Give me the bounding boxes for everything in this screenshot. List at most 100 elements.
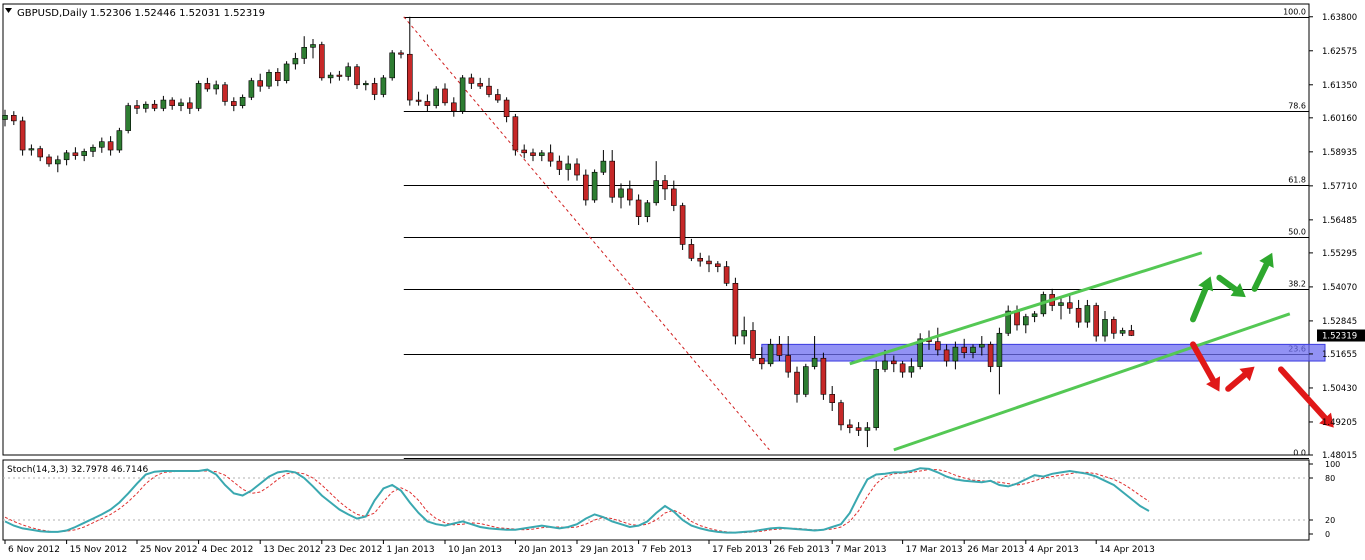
candle <box>635 194 642 225</box>
price-axis[interactable]: 1.63800 1.62575 1.61350 1.60160 1.58935 1.577… <box>1309 13 1365 461</box>
candle-body <box>917 338 924 367</box>
candle <box>1031 311 1038 323</box>
candle-body <box>530 152 536 156</box>
candle-body <box>961 346 968 353</box>
candle-body <box>785 355 792 373</box>
candle <box>266 69 272 89</box>
time-tick-label-4: 13 Dec 2012 <box>263 545 321 555</box>
chart-header[interactable]: GBPUSD,Daily 1.52306 1.52446 1.52031 1.5… <box>5 8 265 19</box>
candle <box>450 97 457 117</box>
candle-body <box>855 427 862 431</box>
candle-body <box>389 52 396 79</box>
price-tick-label-7: 1.55295 <box>1322 249 1357 259</box>
candle-body <box>873 369 880 428</box>
time-axis[interactable]: 6 Nov 2012 15 Nov 2012 25 Nov 2012 4 Dec 20… <box>4 540 1155 555</box>
candle-body <box>908 366 915 373</box>
stochastic-pane[interactable]: Stoch(14,3,3) 32.7978 46.7146 <box>2 459 1310 541</box>
candle-body <box>767 344 774 365</box>
candle-body <box>996 332 1003 367</box>
candle-body <box>46 156 52 165</box>
arrow-head <box>1239 366 1255 382</box>
scenario-arrows <box>1190 252 1334 428</box>
candle <box>750 322 756 362</box>
candle-body <box>442 88 448 104</box>
candle <box>301 36 308 64</box>
candle-body <box>618 188 624 198</box>
candle <box>222 82 228 106</box>
time-tick-label-16: 4 Apr 2013 <box>1029 545 1079 555</box>
candle <box>855 422 862 436</box>
arrow-head <box>1206 376 1221 392</box>
candle-body <box>503 99 510 118</box>
candle <box>846 419 853 434</box>
candle-body <box>283 63 290 81</box>
fibonacci-retracement[interactable]: 100.078.661.850.038.223.60.0 <box>403 8 1309 459</box>
candle <box>398 50 404 59</box>
candle <box>125 102 131 134</box>
current-price-box <box>1317 329 1365 342</box>
candle <box>318 41 325 81</box>
candle-body <box>151 103 158 109</box>
scenario-arrow-up-0 <box>1190 276 1214 323</box>
candle-body <box>714 263 721 267</box>
stochastic-axis: 100 80 20 0 <box>1309 460 1340 539</box>
candle <box>794 366 800 403</box>
candle-body <box>794 371 800 395</box>
candle <box>697 252 704 267</box>
price-tick-label-10: 1.51655 <box>1322 350 1357 360</box>
candle <box>1128 324 1135 337</box>
fib-trendline <box>403 16 770 451</box>
candle-body <box>978 344 985 348</box>
candle-body <box>63 152 70 161</box>
candle-body <box>362 83 369 86</box>
price-tick-label-2: 1.61350 <box>1322 81 1357 91</box>
time-tick-label-11: 17 Feb 2013 <box>712 545 768 555</box>
candle-body <box>1119 330 1126 334</box>
price-channel[interactable] <box>849 251 1291 452</box>
candle <box>336 70 343 81</box>
candle-body <box>556 160 563 170</box>
candle-body <box>591 171 598 201</box>
fib-level-label-4: 38.2 <box>1288 280 1306 289</box>
header-dropdown-icon[interactable] <box>5 8 12 13</box>
candle <box>679 202 686 250</box>
candle <box>116 127 123 153</box>
candle-body <box>1067 302 1073 309</box>
candle-body <box>398 52 404 55</box>
candle <box>213 80 219 95</box>
arrow-shaft <box>1251 261 1270 292</box>
candle <box>178 98 184 112</box>
candle-body <box>653 180 660 204</box>
candle <box>90 144 96 157</box>
candle <box>582 169 589 206</box>
candle-body <box>116 130 123 151</box>
candle-body <box>600 160 607 173</box>
candle <box>2 109 8 127</box>
candle <box>1005 305 1012 337</box>
candle-body <box>187 102 193 109</box>
candle-body <box>1111 319 1117 334</box>
arrow-head <box>1230 283 1246 298</box>
candle-body <box>838 402 844 426</box>
candle <box>899 361 906 378</box>
candle <box>107 136 114 156</box>
candle <box>512 113 519 156</box>
candle <box>723 261 730 287</box>
candle <box>345 62 352 81</box>
candle <box>838 399 844 431</box>
candle <box>503 97 510 123</box>
candle <box>829 386 836 411</box>
candle <box>776 336 783 362</box>
price-tick-label-12: 1.49205 <box>1322 418 1357 428</box>
candle <box>758 347 765 370</box>
candle-body <box>494 94 501 101</box>
candle <box>195 80 202 112</box>
candle <box>1075 299 1082 328</box>
scenario-arrow-down-right-1 <box>1216 274 1246 298</box>
price-pane[interactable]: 100.078.661.850.038.223.60.0 GBPUSD,Dail… <box>2 3 1334 459</box>
candle-body <box>582 174 589 201</box>
candle-body <box>486 85 492 95</box>
candle-body <box>512 116 519 151</box>
candle <box>433 86 440 109</box>
